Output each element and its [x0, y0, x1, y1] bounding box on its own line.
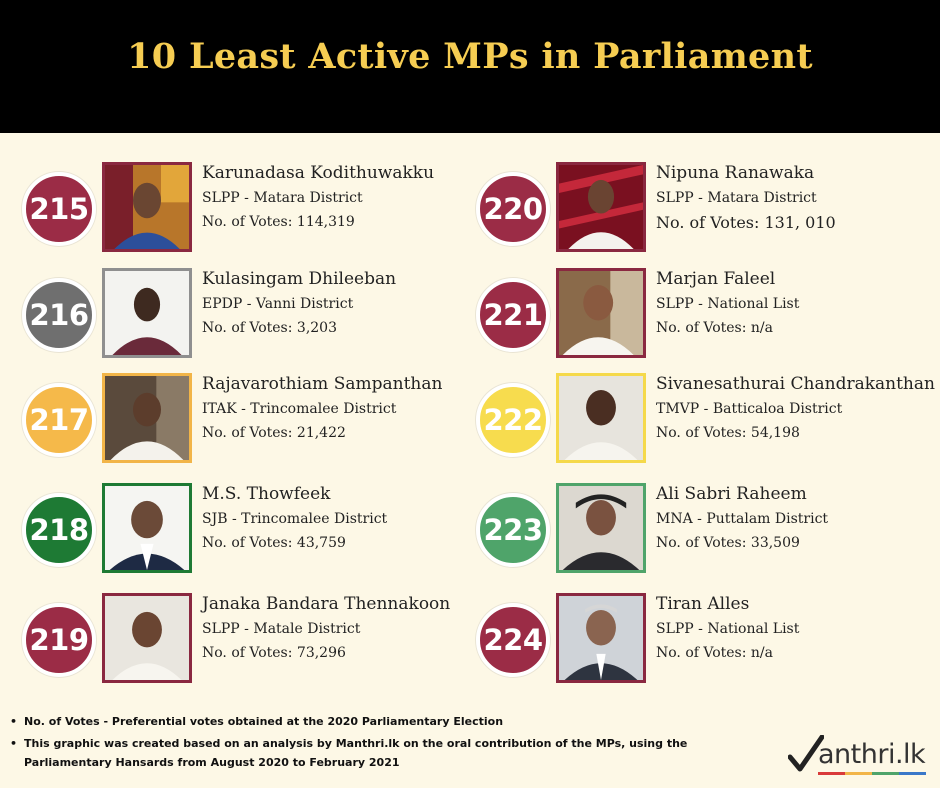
mp-votes: No. of Votes: n/a: [656, 320, 773, 336]
mp-votes: No. of Votes: 73,296: [202, 645, 346, 661]
mp-name: Sivanesathurai Chandrakanthan: [656, 374, 935, 394]
mp-party: SLPP - Matara District: [202, 190, 363, 206]
mp-name: Tiran Alles: [656, 594, 750, 614]
mp-photo: [556, 268, 646, 358]
mp-party: EPDP - Vanni District: [202, 296, 354, 312]
checkmark-icon: [788, 735, 824, 772]
mp-name: Ali Sabri Raheem: [656, 484, 807, 504]
rank-badge: 217: [22, 383, 96, 457]
footnotes: No. of Votes - Preferential votes obtain…: [10, 712, 770, 775]
mp-card-216: 216 Kulasingam Dhileeban EPDP - Vanni Di…: [22, 268, 462, 363]
mp-name: Nipuna Ranawaka: [656, 163, 815, 183]
mp-party: SLPP - Matara District: [656, 190, 817, 206]
rank-badge: 224: [476, 603, 550, 677]
mp-party: SLPP - National List: [656, 296, 800, 312]
mp-card-217: 217 Rajavarothiam Sampanthan ITAK - Trin…: [22, 373, 462, 468]
logo-text: anthri.lk: [818, 739, 926, 770]
mp-card-222: 222 Sivanesathurai Chandrakanthan TMVP -…: [476, 373, 935, 468]
mp-votes: No. of Votes: 54,198: [656, 425, 800, 441]
mp-name: Rajavarothiam Sampanthan: [202, 374, 443, 394]
mp-votes: No. of Votes: 43,759: [202, 535, 346, 551]
mp-votes: No. of Votes: 3,203: [202, 320, 337, 336]
mp-votes: No. of Votes: 21,422: [202, 425, 346, 441]
mp-name: Marjan Faleel: [656, 269, 776, 289]
mp-card-223: 223 Ali Sabri Raheem MNA - Puttalam Dist…: [476, 483, 916, 578]
mp-party: SLPP - Matale District: [202, 621, 361, 637]
footnote-source: This graphic was created based on an ana…: [10, 734, 770, 772]
mp-name: Kulasingam Dhileeban: [202, 269, 397, 289]
mp-name: Karunadasa Kodithuwakku: [202, 163, 435, 183]
mp-party: MNA - Puttalam District: [656, 511, 829, 527]
rank-badge: 216: [22, 278, 96, 352]
mp-card-221: 221 Marjan Faleel SLPP - National List N…: [476, 268, 916, 363]
mp-card-215: 215 Karunadasa Kodithuwakku SLPP - Matar…: [22, 162, 462, 257]
mp-card-220: 220 Nipuna Ranawaka SLPP - Matara Distri…: [476, 162, 916, 257]
rank-badge: 218: [22, 493, 96, 567]
mp-card-224: 224 Tiran Alles SLPP - National List No.…: [476, 593, 916, 688]
mp-photo: [102, 162, 192, 252]
mp-votes: No. of Votes: 114,319: [202, 214, 355, 230]
mp-photo: [102, 268, 192, 358]
mp-party: ITAK - Trincomalee District: [202, 401, 397, 417]
mp-card-218: 218 M.S. Thowfeek SJB - Trincomalee Dist…: [22, 483, 462, 578]
rank-badge: 215: [22, 172, 96, 246]
mp-votes: No. of Votes: n/a: [656, 645, 773, 661]
mp-photo: [102, 483, 192, 573]
rank-badge: 222: [476, 383, 550, 457]
rank-badge: 223: [476, 493, 550, 567]
mp-photo: [556, 162, 646, 252]
mp-party: SJB - Trincomalee District: [202, 511, 388, 527]
mp-photo: [102, 373, 192, 463]
mp-party: SLPP - National List: [656, 621, 800, 637]
logo-stripe: [818, 772, 926, 775]
rank-badge: 220: [476, 172, 550, 246]
mp-card-219: 219 Janaka Bandara Thennakoon SLPP - Mat…: [22, 593, 462, 688]
page-title: 10 Least Active MPs in Parliament: [127, 36, 813, 77]
rank-badge: 221: [476, 278, 550, 352]
mp-photo: [102, 593, 192, 683]
mp-name: Janaka Bandara Thennakoon: [202, 594, 451, 614]
manthri-logo: anthri.lk: [788, 735, 928, 777]
mp-photo: [556, 373, 646, 463]
rank-badge: 219: [22, 603, 96, 677]
mp-name: M.S. Thowfeek: [202, 484, 331, 504]
header-banner: 10 Least Active MPs in Parliament: [0, 0, 940, 133]
footnote-votes: No. of Votes - Preferential votes obtain…: [10, 712, 770, 731]
mp-votes: No. of Votes: 131, 010: [656, 213, 836, 232]
mp-party: TMVP - Batticaloa District: [656, 401, 843, 417]
mp-votes: No. of Votes: 33,509: [656, 535, 800, 551]
mp-photo: [556, 593, 646, 683]
mp-photo: [556, 483, 646, 573]
